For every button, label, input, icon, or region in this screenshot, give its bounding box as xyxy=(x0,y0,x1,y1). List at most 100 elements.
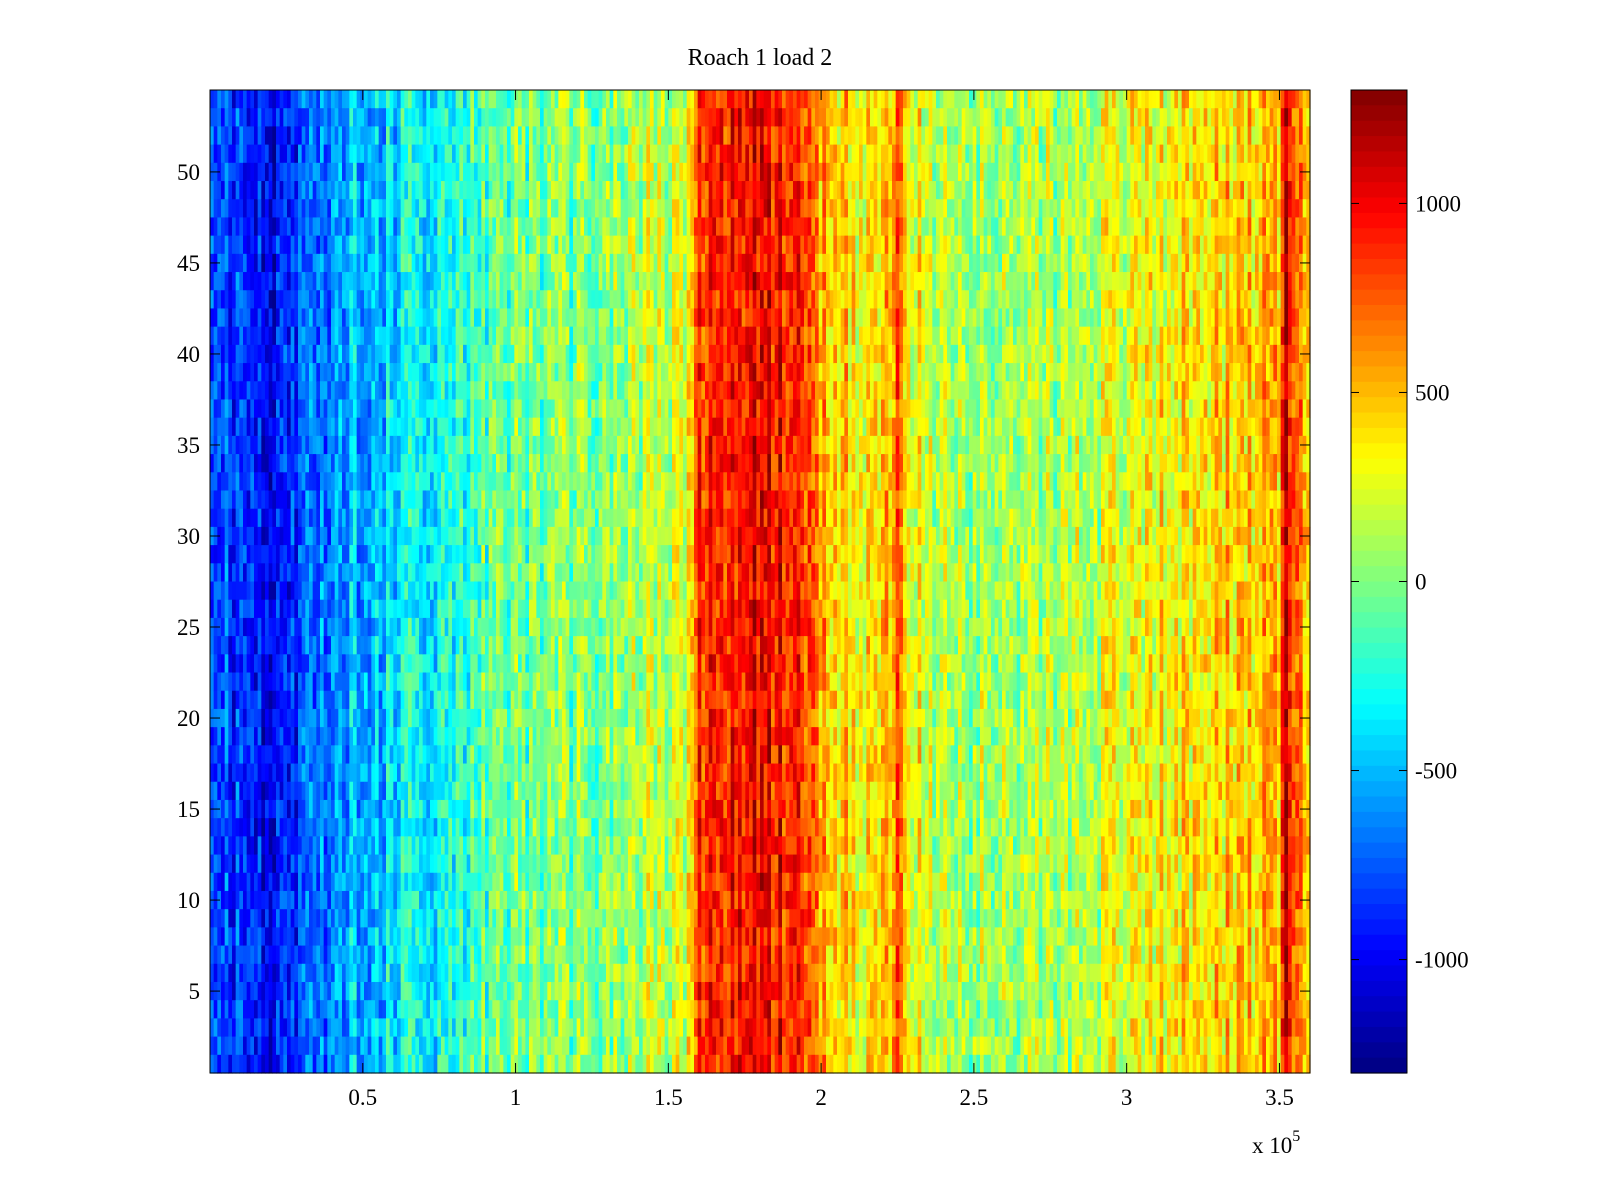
heatmap-cell xyxy=(301,181,306,200)
heatmap-cell xyxy=(287,235,292,255)
heatmap-cell xyxy=(239,126,244,146)
heatmap-cell xyxy=(488,763,493,783)
heatmap-cell xyxy=(419,217,424,237)
heatmap-cell xyxy=(327,454,332,473)
heatmap-cell xyxy=(367,836,372,856)
heatmap-cell xyxy=(474,745,479,765)
heatmap-cell xyxy=(411,162,416,182)
heatmap-cell xyxy=(272,581,277,601)
heatmap-cell xyxy=(459,617,464,637)
heatmap-cell xyxy=(525,363,530,382)
heatmap-cell xyxy=(257,945,262,965)
heatmap-cell xyxy=(437,981,442,1001)
heatmap-cell xyxy=(338,308,343,328)
heatmap-cell xyxy=(510,617,515,637)
heatmap-cell xyxy=(312,854,317,874)
heatmap-cell xyxy=(477,963,482,983)
heatmap-cell xyxy=(320,745,325,765)
heatmap-cell xyxy=(470,563,475,583)
heatmap-cell xyxy=(290,781,295,801)
heatmap-cell xyxy=(356,818,361,837)
heatmap-cell xyxy=(246,490,251,510)
heatmap-cell xyxy=(246,981,251,1001)
heatmap-cell xyxy=(327,818,332,837)
heatmap-cell xyxy=(232,763,237,783)
heatmap-cell xyxy=(210,399,215,419)
heatmap-cell xyxy=(283,672,288,692)
heatmap-cell xyxy=(525,727,530,746)
heatmap-cell xyxy=(309,781,314,801)
heatmap-cell xyxy=(367,381,372,401)
heatmap-cell xyxy=(364,1018,369,1038)
heatmap-cell xyxy=(224,399,229,419)
heatmap-cell xyxy=(477,1054,482,1074)
heatmap-cell xyxy=(371,308,376,328)
heatmap-cell xyxy=(356,181,361,200)
heatmap-cell xyxy=(298,381,303,401)
heatmap-cell xyxy=(448,1018,453,1038)
heatmap-cell xyxy=(455,636,460,655)
heatmap-cell xyxy=(364,308,369,328)
heatmap-cell xyxy=(356,563,361,583)
heatmap-cell xyxy=(279,526,284,546)
heatmap-cell xyxy=(382,272,387,291)
heatmap-cell xyxy=(272,1036,277,1056)
heatmap-cell xyxy=(437,872,442,892)
heatmap-cell xyxy=(287,818,292,837)
heatmap-cell xyxy=(448,636,453,655)
heatmap-cell xyxy=(342,927,347,947)
heatmap-cell xyxy=(290,818,295,837)
heatmap-cell xyxy=(422,963,427,983)
heatmap-cell xyxy=(294,654,299,674)
heatmap-cell xyxy=(246,253,251,273)
heatmap-cell xyxy=(371,363,376,382)
heatmap-cell xyxy=(408,708,413,728)
heatmap-cell xyxy=(455,799,460,819)
heatmap-cell xyxy=(419,162,424,182)
heatmap-cell xyxy=(485,126,490,146)
heatmap-cell xyxy=(422,217,427,237)
heatmap-cell xyxy=(375,1054,380,1074)
heatmap-cell xyxy=(224,472,229,492)
heatmap-cell xyxy=(386,308,391,328)
heatmap-cell xyxy=(228,454,233,473)
heatmap-cell xyxy=(408,181,413,200)
heatmap-cell xyxy=(210,126,215,146)
heatmap-cell xyxy=(382,945,387,965)
heatmap-cell xyxy=(444,545,449,564)
heatmap-cell xyxy=(265,963,270,983)
heatmap-cell xyxy=(422,836,427,856)
heatmap-cell xyxy=(386,472,391,492)
heatmap-cell xyxy=(437,417,442,437)
heatmap-cell xyxy=(360,1000,365,1019)
heatmap-cell xyxy=(334,381,339,401)
heatmap-cell xyxy=(408,854,413,874)
heatmap-cell xyxy=(298,617,303,637)
heatmap-cell xyxy=(323,526,328,546)
heatmap-cell xyxy=(408,235,413,255)
heatmap-cell xyxy=(532,162,537,182)
heatmap-cell xyxy=(290,981,295,1001)
heatmap-cell xyxy=(356,963,361,983)
heatmap-cell xyxy=(309,799,314,819)
heatmap-cell xyxy=(338,490,343,510)
heatmap-cell xyxy=(408,927,413,947)
heatmap-cell xyxy=(232,672,237,692)
heatmap-cell xyxy=(213,763,218,783)
heatmap-cell xyxy=(345,654,350,674)
heatmap-cell xyxy=(485,563,490,583)
heatmap-cell xyxy=(536,235,541,255)
heatmap-cell xyxy=(422,199,427,219)
heatmap-cell xyxy=(389,545,394,564)
heatmap-cell xyxy=(338,1000,343,1019)
heatmap-cell xyxy=(228,126,233,146)
heatmap-cell xyxy=(422,981,427,1001)
heatmap-cell xyxy=(448,654,453,674)
heatmap-cell xyxy=(320,162,325,182)
heatmap-cell xyxy=(543,545,548,564)
heatmap-cell xyxy=(437,526,442,546)
heatmap-cell xyxy=(477,836,482,856)
heatmap-cell xyxy=(371,108,376,127)
heatmap-cell xyxy=(422,272,427,291)
heatmap-cell xyxy=(400,435,405,455)
